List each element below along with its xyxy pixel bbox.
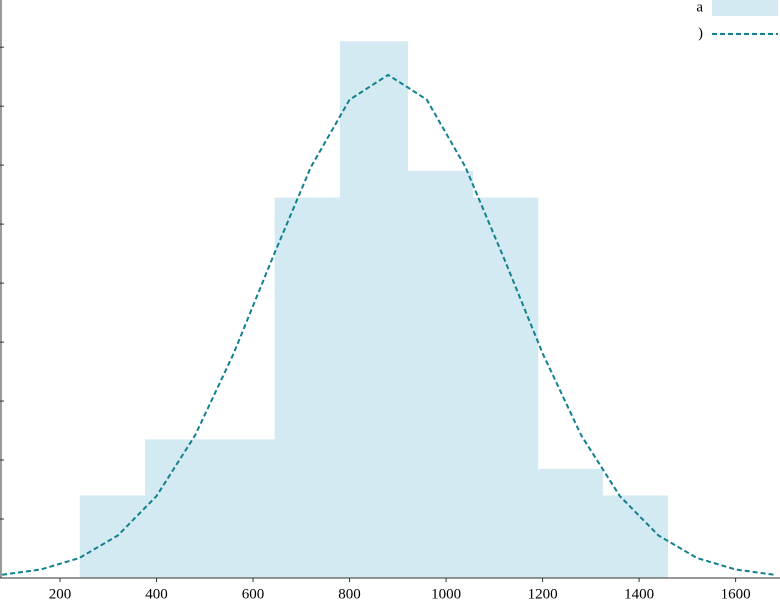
bar bbox=[602, 495, 669, 578]
legend-label: ) bbox=[698, 25, 703, 41]
legend-label: a bbox=[696, 0, 703, 15]
x-tick-label: 600 bbox=[242, 586, 265, 602]
x-tick-label: 400 bbox=[145, 586, 168, 602]
bar bbox=[473, 197, 539, 578]
bar bbox=[210, 439, 275, 578]
bar bbox=[144, 439, 211, 578]
bar bbox=[79, 495, 145, 578]
x-tick-label: 800 bbox=[338, 586, 361, 602]
plot-area bbox=[1, 41, 775, 579]
legend-swatch bbox=[712, 0, 778, 16]
x-tick-label: 1000 bbox=[431, 586, 461, 602]
x-tick-label: 1400 bbox=[624, 586, 654, 602]
bar bbox=[407, 171, 474, 578]
bar bbox=[538, 468, 603, 578]
bar bbox=[339, 41, 408, 579]
x-tick-label: 1200 bbox=[528, 586, 558, 602]
bar bbox=[274, 197, 340, 578]
density-curve bbox=[1, 73, 775, 576]
x-tick-label: 1600 bbox=[721, 586, 751, 602]
x-tick-label: 200 bbox=[49, 586, 72, 602]
